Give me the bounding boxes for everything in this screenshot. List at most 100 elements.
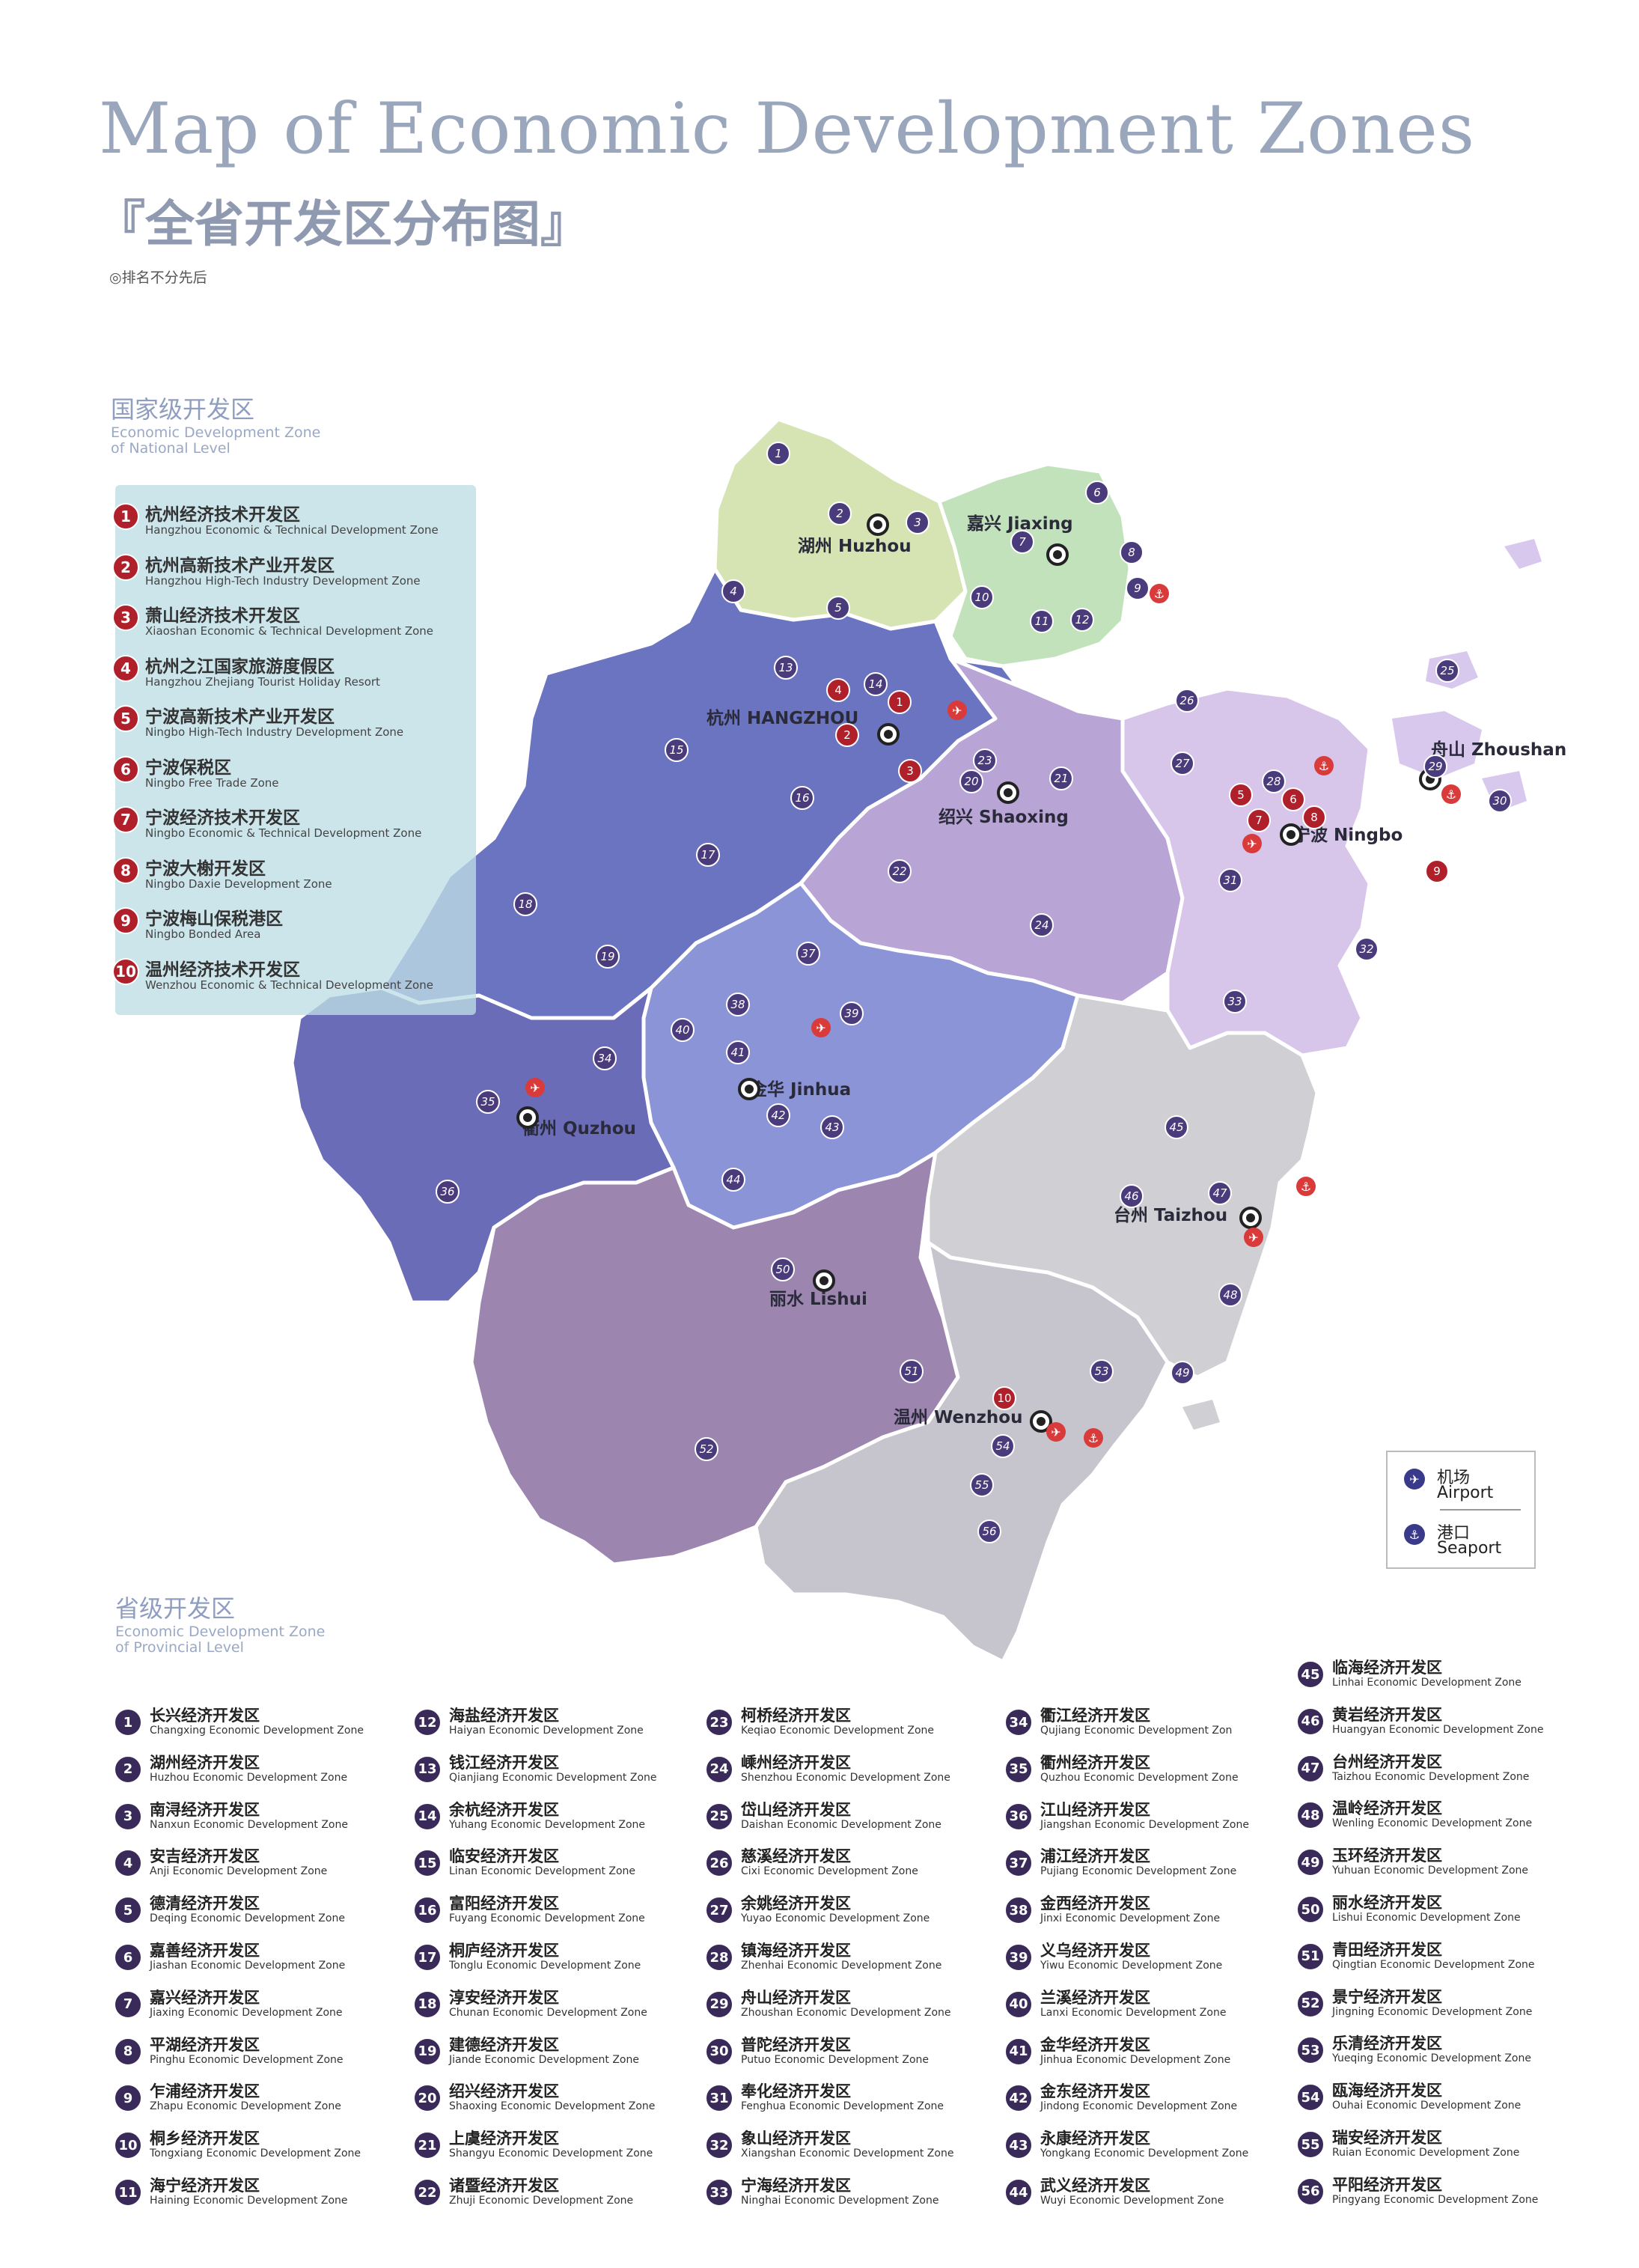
provincial-zone-name-en: Yongkang Economic Development Zone <box>1040 2147 1249 2160</box>
provincial-zone-name-en: Yueqing Economic Development Zone <box>1332 2052 1531 2065</box>
map-provincial-zone-marker[interactable]: 5 <box>826 596 850 620</box>
provincial-zone-name-cn: 临安经济开发区 <box>449 1847 559 1866</box>
provincial-zone-name-en: Huangyan Economic Development Zone <box>1332 1723 1544 1736</box>
island-zhoushan <box>1392 711 1482 778</box>
provincial-zone-item: 7 嘉兴经济开发区 Jiaxing Economic Development Zon… <box>114 1989 406 2037</box>
provincial-zone-name-cn: 安吉经济开发区 <box>150 1847 260 1866</box>
provincial-zone-item: 49 玉环经济开发区 Yuhuan Economic Development Zon… <box>1296 1847 1588 1894</box>
map-provincial-zone-marker[interactable]: 55 <box>970 1473 994 1497</box>
map-provincial-zone-marker[interactable]: 34 <box>593 1046 617 1070</box>
map-provincial-zone-marker[interactable]: 2 <box>828 502 852 525</box>
map-provincial-zone-marker[interactable]: 31 <box>1218 868 1242 892</box>
map-provincial-zone-marker[interactable]: 11 <box>1030 609 1054 633</box>
provincial-zone-item: 50 丽水经济开发区 Lishui Economic Development Zon… <box>1296 1894 1588 1942</box>
map-provincial-zone-marker[interactable]: 28 <box>1262 769 1286 793</box>
map-provincial-zone-marker[interactable]: 41 <box>726 1040 750 1064</box>
map-provincial-zone-marker[interactable]: 22 <box>888 859 912 883</box>
map-provincial-zone-marker[interactable]: 54 <box>991 1434 1015 1458</box>
map-provincial-zone-marker[interactable]: 39 <box>840 1002 864 1025</box>
map-provincial-zone-marker[interactable]: 3 <box>906 510 930 534</box>
map-provincial-zone-marker[interactable]: 33 <box>1223 990 1247 1013</box>
provincial-zone-name-cn: 永康经济开发区 <box>1040 2130 1150 2148</box>
region-taizhou[interactable] <box>926 993 1319 1380</box>
provincial-zone-name-cn: 诸暨经济开发区 <box>449 2177 559 2195</box>
provincial-zone-name-cn: 义乌经济开发区 <box>1040 1942 1150 1960</box>
map-provincial-zone-marker[interactable]: 10 <box>970 585 994 609</box>
provincial-zone-number: 32 <box>705 2131 733 2160</box>
map-provincial-zone-marker[interactable]: 13 <box>774 656 798 680</box>
region-wenzhou[interactable] <box>754 1240 1170 1664</box>
map-provincial-zone-marker[interactable]: 29 <box>1423 755 1447 778</box>
map-provincial-zone-marker[interactable]: 20 <box>959 769 983 793</box>
provincial-zone-item: 2 湖州经济开发区 Huzhou Economic Development Zone <box>114 1754 406 1802</box>
map-provincial-zone-marker[interactable]: 38 <box>726 993 750 1016</box>
map-national-zone-marker[interactable]: 7 <box>1247 808 1271 832</box>
provincial-zone-number: 23 <box>705 1708 733 1737</box>
region-ningbo[interactable] <box>1120 686 1372 1058</box>
map-provincial-zone-marker[interactable]: 53 <box>1090 1359 1114 1383</box>
map-provincial-zone-marker[interactable]: 42 <box>766 1103 790 1127</box>
map-provincial-zone-marker[interactable]: 14 <box>864 672 888 696</box>
map-provincial-zone-marker[interactable]: 16 <box>790 786 814 810</box>
map-provincial-zone-marker[interactable]: 45 <box>1165 1115 1188 1139</box>
map-provincial-zone-marker[interactable]: 51 <box>900 1359 924 1383</box>
map-provincial-zone-marker[interactable]: 50 <box>771 1258 795 1281</box>
provincial-zone-name-cn: 衢江经济开发区 <box>1040 1707 1150 1725</box>
map-provincial-zone-marker[interactable]: 32 <box>1355 937 1379 961</box>
map-provincial-zone-marker[interactable]: 46 <box>1120 1184 1144 1208</box>
map-national-zone-marker[interactable]: 8 <box>1302 805 1326 829</box>
provincial-zone-number: 42 <box>1004 2084 1033 2113</box>
provincial-zone-number: 5 <box>114 1896 142 1925</box>
map-provincial-zone-marker[interactable]: 35 <box>476 1090 500 1114</box>
map-national-zone-marker[interactable]: 4 <box>826 678 850 702</box>
map-national-zone-marker[interactable]: 3 <box>898 759 922 783</box>
national-zone-name-en: Ningbo Economic & Technical Development … <box>145 826 422 840</box>
map-provincial-zone-marker[interactable]: 48 <box>1218 1283 1242 1307</box>
map-provincial-zone-marker[interactable]: 1 <box>766 442 790 466</box>
map-national-zone-marker[interactable]: 2 <box>835 723 859 747</box>
map-provincial-zone-marker[interactable]: 40 <box>671 1018 695 1042</box>
map-provincial-zone-marker[interactable]: 52 <box>695 1437 718 1461</box>
map-provincial-zone-marker[interactable]: 4 <box>721 579 745 603</box>
map-provincial-zone-marker[interactable]: 30 <box>1488 789 1512 813</box>
provincial-zone-name-cn: 南浔经济开发区 <box>150 1800 260 1819</box>
map-provincial-zone-marker[interactable]: 25 <box>1435 659 1459 683</box>
provincial-zone-number: 19 <box>413 2037 442 2066</box>
city-marker-icon <box>997 781 1019 804</box>
map-national-zone-marker[interactable]: 9 <box>1425 859 1449 883</box>
city-label-jinhua: 金华 Jinhua <box>750 1080 852 1100</box>
map-provincial-zone-marker[interactable]: 18 <box>513 892 537 916</box>
map-provincial-zone-marker[interactable]: 24 <box>1030 913 1054 937</box>
map-national-zone-marker[interactable]: 1 <box>888 690 912 714</box>
map-provincial-zone-marker[interactable]: 17 <box>696 843 720 867</box>
map-provincial-zone-marker[interactable]: 6 <box>1085 481 1109 504</box>
map-provincial-zone-marker[interactable]: 49 <box>1171 1361 1194 1385</box>
city-marker-icon <box>738 1078 760 1100</box>
provincial-zone-name-cn: 长兴经济开发区 <box>150 1707 260 1725</box>
map-provincial-zone-marker[interactable]: 26 <box>1175 689 1199 713</box>
map-national-zone-marker[interactable]: 6 <box>1281 787 1305 811</box>
map-provincial-zone-marker[interactable]: 21 <box>1049 766 1073 790</box>
city-marker-icon <box>516 1106 539 1129</box>
map-national-zone-marker[interactable]: 5 <box>1229 783 1253 807</box>
map-provincial-zone-marker[interactable]: 8 <box>1120 540 1144 564</box>
provincial-zone-item: 31 奉化经济开发区 Fenghua Economic Development Zo… <box>705 2082 997 2130</box>
map-provincial-zone-marker[interactable]: 12 <box>1070 608 1094 632</box>
map-provincial-zone-marker[interactable]: 37 <box>796 942 820 966</box>
map-provincial-zone-marker[interactable]: 47 <box>1208 1181 1232 1205</box>
provincial-zone-name-cn: 钱江经济开发区 <box>449 1753 559 1772</box>
map-provincial-zone-marker[interactable]: 43 <box>820 1115 844 1139</box>
map-provincial-zone-marker[interactable]: 44 <box>721 1168 745 1192</box>
map-provincial-zone-marker[interactable]: 19 <box>596 945 620 969</box>
map-provincial-zone-marker[interactable]: 27 <box>1171 752 1194 775</box>
map-provincial-zone-marker[interactable]: 36 <box>436 1180 460 1204</box>
map-provincial-zone-marker[interactable]: 56 <box>977 1519 1001 1543</box>
map-provincial-zone-marker[interactable]: 23 <box>973 749 997 772</box>
map-provincial-zone-marker[interactable]: 9 <box>1126 576 1150 600</box>
map-national-zone-marker[interactable]: 10 <box>992 1386 1016 1410</box>
map-provincial-zone-marker[interactable]: 7 <box>1010 530 1034 554</box>
city-marker-icon <box>813 1269 835 1292</box>
provincial-zone-number: 46 <box>1296 1707 1325 1736</box>
map-provincial-zone-marker[interactable]: 15 <box>665 738 689 762</box>
provincial-zone-item: 14 余杭经济开发区 Yuhang Economic Development Zon… <box>413 1801 705 1849</box>
